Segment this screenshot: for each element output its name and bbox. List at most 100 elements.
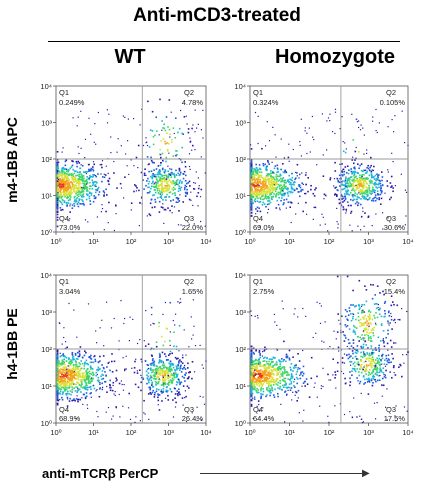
data-point xyxy=(178,181,181,183)
data-point xyxy=(77,116,79,118)
data-point xyxy=(175,169,177,172)
data-point xyxy=(68,368,70,371)
data-point xyxy=(161,182,163,185)
data-point xyxy=(65,187,68,189)
data-point xyxy=(346,192,348,195)
data-point xyxy=(56,382,59,385)
data-point xyxy=(184,380,186,382)
data-point xyxy=(258,175,260,178)
data-point xyxy=(166,132,168,134)
data-point xyxy=(301,182,303,184)
data-point xyxy=(150,170,153,172)
data-point xyxy=(56,362,59,364)
data-point xyxy=(137,386,140,389)
data-point xyxy=(362,169,365,172)
data-point xyxy=(284,169,287,172)
data-point xyxy=(274,388,276,391)
data-point xyxy=(68,381,70,383)
data-point xyxy=(257,193,259,196)
data-point xyxy=(102,386,104,388)
data-point xyxy=(64,367,66,370)
data-point xyxy=(61,398,64,401)
data-point xyxy=(351,230,353,232)
data-point xyxy=(350,170,353,173)
data-point xyxy=(143,340,145,342)
data-point xyxy=(287,378,289,380)
data-point xyxy=(375,183,377,185)
data-point xyxy=(97,173,99,175)
data-point xyxy=(346,189,348,192)
data-point xyxy=(182,173,184,175)
data-point xyxy=(68,400,71,402)
data-point xyxy=(124,370,126,372)
data-point xyxy=(264,371,267,374)
data-point xyxy=(169,365,172,367)
data-point xyxy=(323,198,325,200)
data-point xyxy=(166,185,169,187)
data-point xyxy=(76,162,78,165)
data-point xyxy=(257,169,259,172)
data-point xyxy=(299,195,301,198)
data-point xyxy=(350,205,352,207)
x-tick-label: 10⁰ xyxy=(50,237,61,246)
data-point xyxy=(370,170,372,172)
data-point xyxy=(172,173,174,175)
data-point xyxy=(370,190,372,193)
data-point xyxy=(380,203,382,205)
data-point xyxy=(77,389,80,391)
data-point xyxy=(268,203,270,205)
data-point xyxy=(379,187,382,190)
data-point xyxy=(279,174,282,177)
data-point xyxy=(60,186,63,188)
data-point xyxy=(61,363,63,366)
data-point xyxy=(345,176,347,178)
data-point xyxy=(173,331,175,334)
data-point xyxy=(353,198,355,201)
data-point xyxy=(368,186,371,189)
data-point xyxy=(83,377,86,379)
data-point xyxy=(133,371,136,374)
data-point xyxy=(175,401,177,404)
data-point xyxy=(61,371,63,373)
data-point xyxy=(143,412,145,414)
data-point xyxy=(87,381,90,383)
data-point xyxy=(371,188,374,190)
data-point xyxy=(264,194,267,196)
data-point xyxy=(65,360,68,362)
data-point xyxy=(258,201,260,203)
data-point xyxy=(179,179,182,182)
data-point xyxy=(56,197,59,200)
data-point xyxy=(256,189,259,192)
data-point xyxy=(183,170,186,173)
data-point xyxy=(127,118,129,120)
data-point xyxy=(82,377,84,379)
data-point xyxy=(171,377,174,380)
data-point xyxy=(290,363,293,365)
data-points xyxy=(56,298,207,423)
data-point xyxy=(71,207,74,209)
data-point xyxy=(378,186,380,189)
data-point xyxy=(57,181,60,184)
data-point xyxy=(61,379,64,382)
data-point xyxy=(353,194,355,196)
data-point xyxy=(116,151,118,153)
data-point xyxy=(85,359,88,362)
data-point xyxy=(99,382,101,384)
data-point xyxy=(167,173,170,175)
data-point xyxy=(261,189,264,192)
data-point xyxy=(65,177,68,179)
data-point xyxy=(65,188,67,191)
data-point xyxy=(165,160,167,163)
data-point xyxy=(252,173,255,175)
data-point xyxy=(266,380,268,383)
data-point xyxy=(191,127,193,130)
data-point xyxy=(362,183,365,186)
data-point xyxy=(284,382,287,384)
data-point xyxy=(165,371,168,373)
data-point xyxy=(76,182,78,184)
data-point xyxy=(344,197,347,199)
data-point xyxy=(86,181,88,183)
data-point xyxy=(97,366,100,369)
data-point xyxy=(95,175,98,178)
data-point xyxy=(346,165,349,167)
